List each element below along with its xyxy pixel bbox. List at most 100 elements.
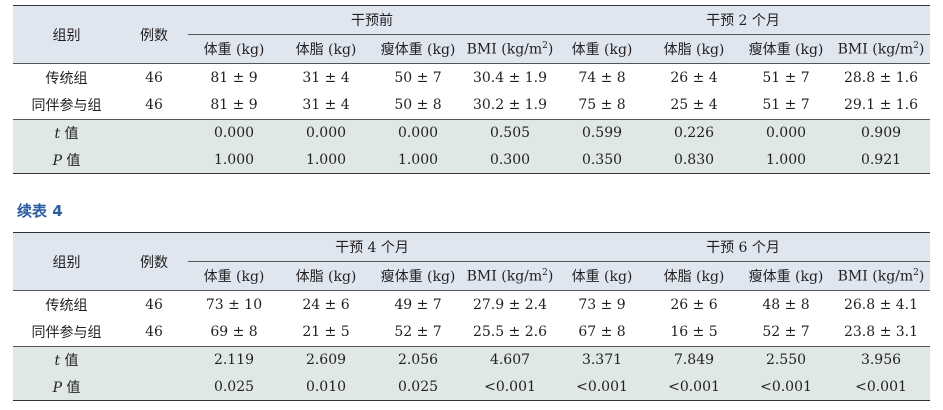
table-row: 同伴参与组 46 81 ± 9 31 ± 4 50 ± 8 30.2 ± 1.9… (13, 92, 930, 120)
row-label: 传统组 (45, 297, 88, 314)
cell: 26 ± 6 (670, 296, 718, 313)
header-period-6-months: 干预 6 个月 (556, 232, 930, 262)
stat-row-t: t 值 0.000 0.000 0.000 0.505 0.599 0.226 … (13, 119, 930, 147)
cell: 0.226 (648, 119, 740, 147)
cell: 73 ± 10 (205, 296, 263, 313)
subheader-lean-mass: 瘦体重 (kg) (372, 261, 464, 291)
cell: <0.001 (832, 373, 930, 401)
header-group: 组别 (13, 232, 120, 291)
table-row: 传统组 46 73 ± 10 24 ± 6 49 ± 7 27.9 ± 2.4 … (13, 291, 930, 319)
subheader-lean-mass: 瘦体重 (kg) (740, 34, 832, 64)
cell: 2.056 (372, 346, 464, 374)
subheader-weight: 体重 (kg) (556, 34, 648, 64)
cell: 3.371 (556, 346, 648, 374)
cell: 31 ± 4 (302, 97, 350, 114)
cell: 50 ± 8 (394, 97, 442, 114)
cell: 25.5 ± 2.6 (472, 324, 548, 341)
cell: 51 ± 7 (762, 69, 810, 86)
cell: 75 ± 8 (578, 97, 626, 114)
stat-label: t 值 (13, 119, 120, 147)
stat-label: P 值 (13, 146, 120, 174)
cell: <0.001 (556, 373, 648, 401)
cell: 26 ± 4 (670, 69, 718, 86)
cell: <0.001 (740, 373, 832, 401)
subheader-lean-mass: 瘦体重 (kg) (372, 34, 464, 64)
cell: 73 ± 9 (578, 296, 626, 313)
table-row: 传统组 46 81 ± 9 31 ± 4 50 ± 7 30.4 ± 1.9 7… (13, 64, 930, 92)
cell: 52 ± 7 (762, 324, 810, 341)
subheader-weight: 体重 (kg) (188, 261, 280, 291)
subheader-body-fat: 体脂 (kg) (280, 34, 372, 64)
row-count: 46 (145, 69, 163, 86)
cell: 1.000 (740, 146, 832, 174)
subheader-body-fat: 体脂 (kg) (648, 261, 740, 291)
cell: 2.609 (280, 346, 372, 374)
cell: 26.8 ± 4.1 (843, 296, 919, 313)
cell: 1.000 (372, 146, 464, 174)
cell: 1.000 (188, 146, 280, 174)
stat-row-t: t 值 2.119 2.609 2.056 4.607 3.371 7.849 … (13, 346, 930, 374)
cell: <0.001 (648, 373, 740, 401)
stat-row-p: P 值 1.000 1.000 1.000 0.300 0.350 0.830 … (13, 146, 930, 174)
table-intervention-4-6-months: 组别 例数 干预 4 个月 干预 6 个月 体重 (kg) 体脂 (kg) 瘦体… (13, 232, 930, 401)
header-count: 例数 (120, 232, 188, 291)
cell: 81 ± 9 (210, 97, 258, 114)
cell: 0.025 (372, 373, 464, 401)
stat-label: P 值 (13, 373, 120, 401)
table-intervention-0-2-months: 组别 例数 干预前 干预 2 个月 体重 (kg) 体脂 (kg) 瘦体重 (k… (13, 5, 930, 174)
cell: 0.505 (464, 119, 556, 147)
cell: 0.350 (556, 146, 648, 174)
header-period-before: 干预前 (188, 5, 556, 35)
row-count: 46 (145, 296, 163, 313)
cell: 0.921 (832, 146, 930, 174)
cell: 0.025 (188, 373, 280, 401)
subheader-bmi: BMI (kg/m2) (832, 261, 930, 291)
cell: 81 ± 9 (210, 69, 258, 86)
subheader-lean-mass: 瘦体重 (kg) (740, 261, 832, 291)
cell: 29.1 ± 1.6 (843, 97, 919, 114)
cell: 69 ± 8 (210, 324, 258, 341)
stat-label: t 值 (13, 346, 120, 374)
cell: 0.599 (556, 119, 648, 147)
subheader-weight: 体重 (kg) (556, 261, 648, 291)
subheader-bmi: BMI (kg/m2) (464, 261, 556, 291)
cell: 0.000 (280, 119, 372, 147)
cell: 74 ± 8 (578, 69, 626, 86)
cell: 16 ± 5 (670, 324, 718, 341)
cell: 30.4 ± 1.9 (472, 69, 548, 86)
subheader-bmi: BMI (kg/m2) (464, 34, 556, 64)
stat-row-p: P 值 0.025 0.010 0.025 <0.001 <0.001 <0.0… (13, 373, 930, 401)
cell: 28.8 ± 1.6 (843, 69, 919, 86)
cell: 30.2 ± 1.9 (472, 97, 548, 114)
cell: 7.849 (648, 346, 740, 374)
header-count: 例数 (120, 5, 188, 64)
cell: 25 ± 4 (670, 97, 718, 114)
cell: 0.830 (648, 146, 740, 174)
cell: 1.000 (280, 146, 372, 174)
cell: 0.909 (832, 119, 930, 147)
header-period-2-months: 干预 2 个月 (556, 5, 930, 35)
subheader-body-fat: 体脂 (kg) (280, 261, 372, 291)
cell: 24 ± 6 (302, 296, 350, 313)
cell: 23.8 ± 3.1 (843, 324, 919, 341)
cell: 49 ± 7 (394, 296, 442, 313)
cell: 50 ± 7 (394, 69, 442, 86)
row-count: 46 (145, 97, 163, 114)
row-label: 同伴参与组 (31, 325, 102, 342)
cell: 4.607 (464, 346, 556, 374)
cell: 27.9 ± 2.4 (472, 296, 548, 313)
cell: 21 ± 5 (302, 324, 350, 341)
cell: 0.010 (280, 373, 372, 401)
header-period-4-months: 干预 4 个月 (188, 232, 556, 262)
header-group: 组别 (13, 5, 120, 64)
cell: 0.000 (740, 119, 832, 147)
row-label: 同伴参与组 (31, 98, 102, 115)
cell: 52 ± 7 (394, 324, 442, 341)
subheader-weight: 体重 (kg) (188, 34, 280, 64)
cell: 0.000 (188, 119, 280, 147)
row-count: 46 (145, 324, 163, 341)
cell: 2.119 (188, 346, 280, 374)
cell: 2.550 (740, 346, 832, 374)
cell: 51 ± 7 (762, 97, 810, 114)
cell: 67 ± 8 (578, 324, 626, 341)
